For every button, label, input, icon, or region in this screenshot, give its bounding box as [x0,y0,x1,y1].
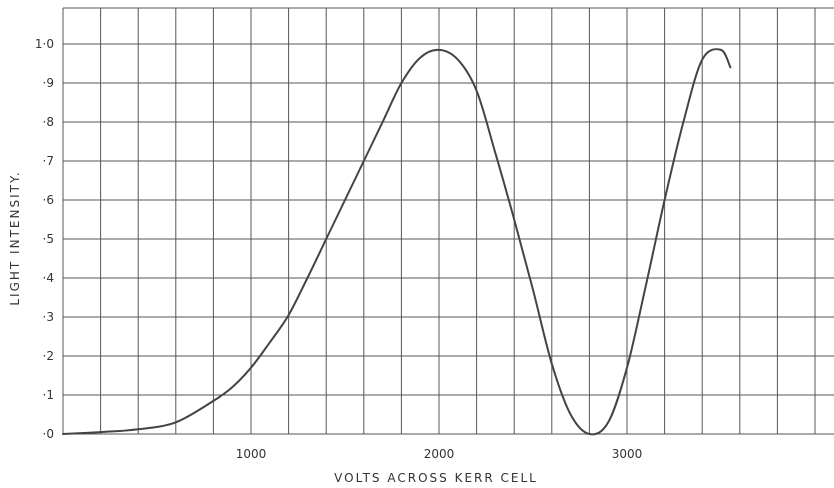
y-tick-label: ·1 [43,388,54,402]
y-axis-label: LIGHT INTENSITY. [8,170,22,305]
x-tick-label: 1000 [236,447,267,461]
x-tick-labels: 1000 2000 3000 [236,447,643,461]
y-tick-labels: ·0 ·1 ·2 ·3 ·4 ·5 ·6 ·7 ·8 ·9 1·0 [35,37,54,441]
x-tick-label: 3000 [612,447,643,461]
y-tick-label: ·6 [43,193,54,207]
y-tick-label: ·5 [43,232,54,246]
y-tick-label: 1·0 [35,37,54,51]
y-tick-label: ·2 [43,349,54,363]
x-axis-label: VOLTS ACROSS KERR CELL [334,471,538,485]
grid [62,7,834,435]
light-intensity-curve [62,48,732,436]
y-tick-label: ·9 [43,76,54,90]
y-tick-label: ·0 [43,427,54,441]
x-tick-label: 2000 [424,447,455,461]
y-tick-label: ·8 [43,115,54,129]
y-tick-label: ·7 [43,154,54,168]
y-tick-label: ·4 [43,271,54,285]
y-tick-label: ·3 [43,310,54,324]
